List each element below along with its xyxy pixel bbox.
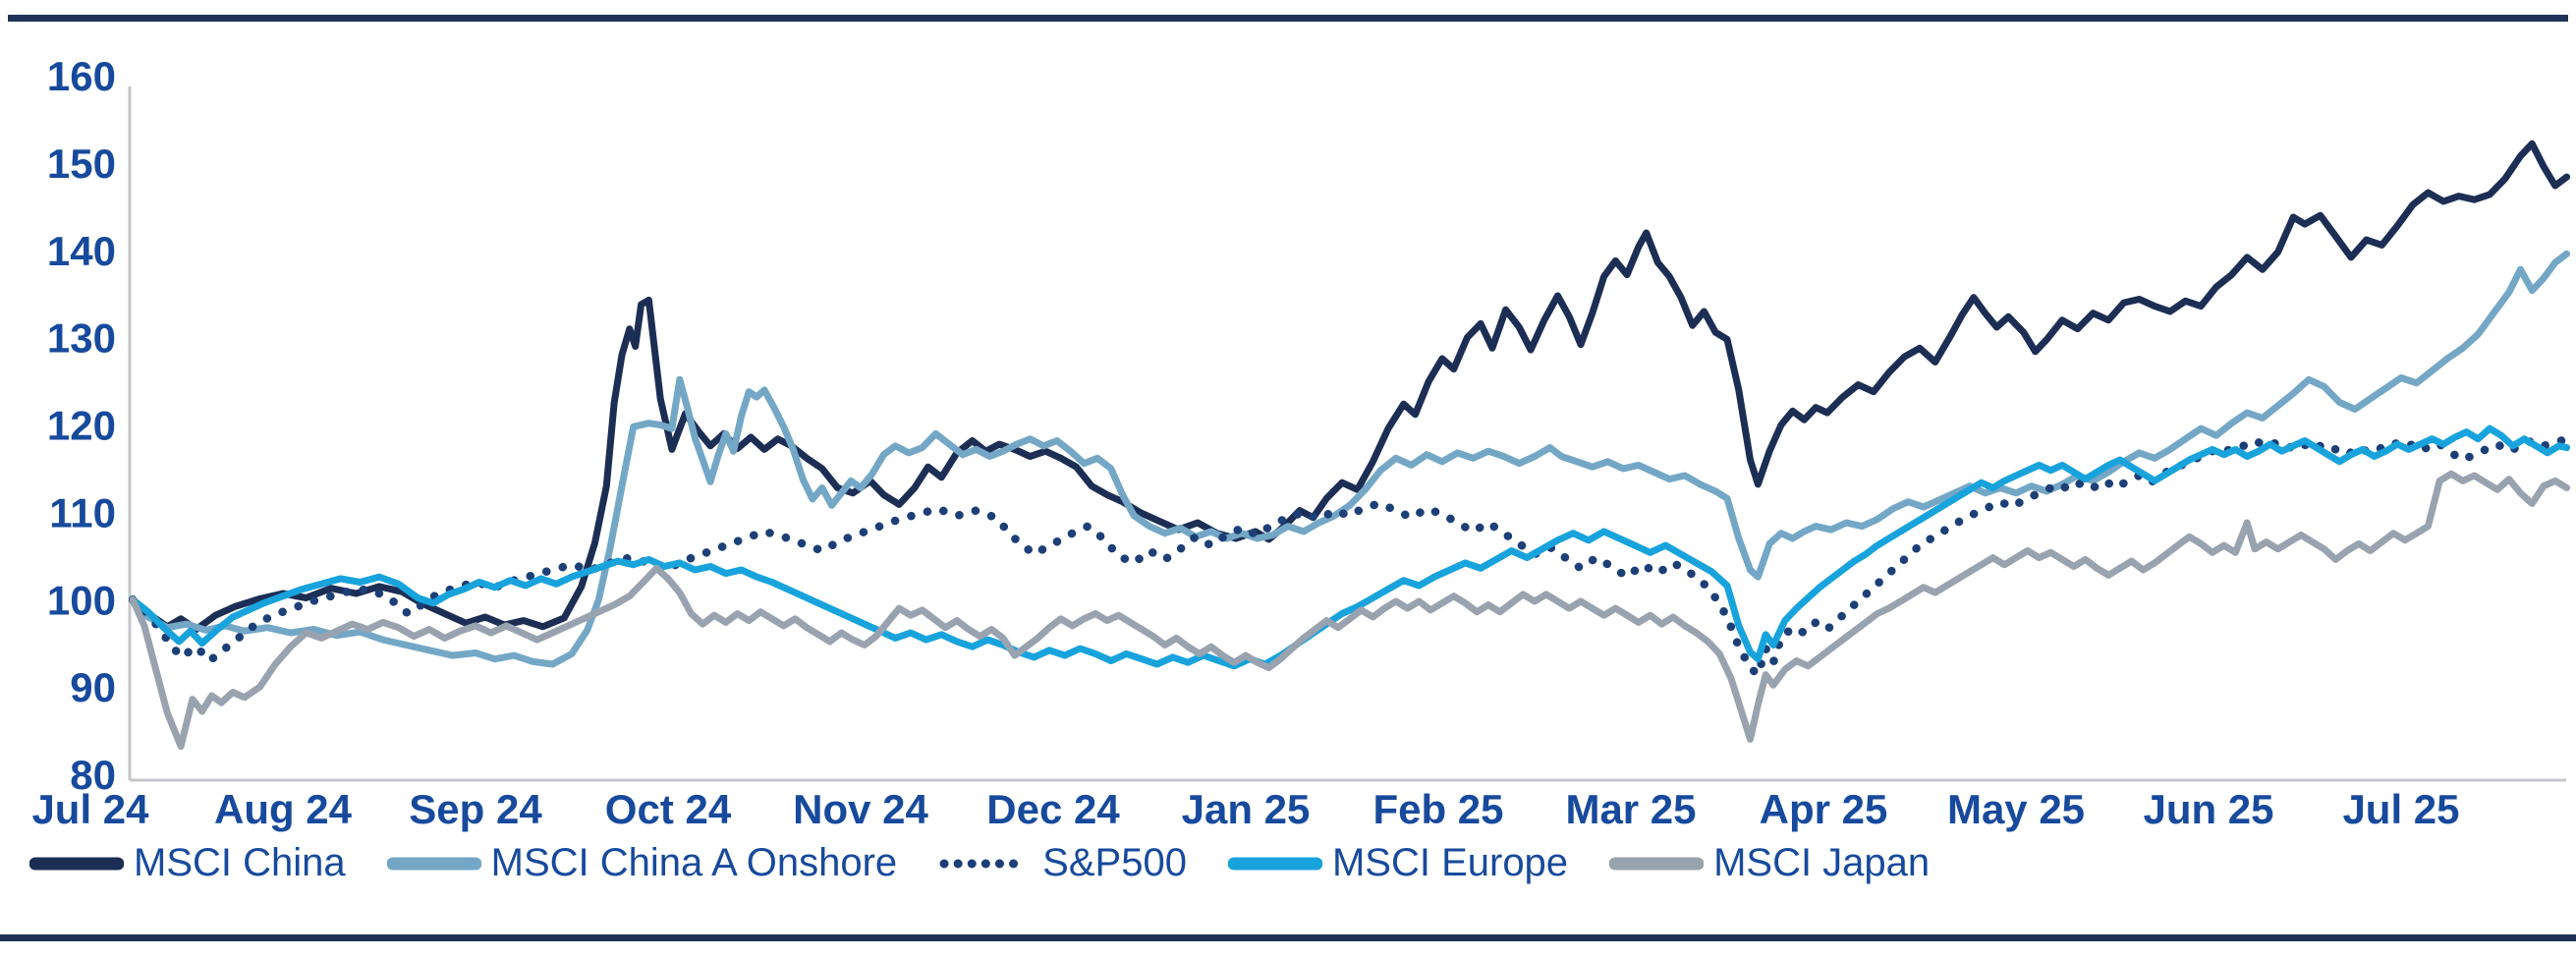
legend-swatch	[29, 857, 124, 870]
x-tick-label: Jul 24	[31, 786, 149, 832]
x-tick-label: Sep 24	[409, 786, 542, 832]
y-tick-label: 110	[49, 489, 116, 536]
legend-swatch	[939, 859, 1032, 868]
x-tick-label: Aug 24	[214, 786, 353, 832]
y-tick-label: 90	[70, 664, 116, 710]
legend-label: MSCI China A Onshore	[490, 841, 898, 884]
legend-item-s-p500: S&P500	[938, 841, 1187, 885]
x-tick-label: Jul 25	[2342, 786, 2459, 832]
series-line-msci-china-a-onshore	[129, 250, 2571, 668]
series-line-msci-japan	[129, 470, 2571, 751]
x-tick-label: Dec 24	[986, 786, 1120, 832]
series-line-msci-europe	[129, 424, 2571, 670]
y-tick-label: 100	[47, 577, 116, 623]
chart-legend: MSCI China MSCI China A Onshore S&P500 MSCI…	[29, 841, 1930, 885]
legend-label: MSCI Japan	[1713, 841, 1931, 884]
y-tick-label: 160	[47, 53, 116, 99]
x-tick-label: Jun 25	[2143, 786, 2273, 832]
series-line-s-p500	[128, 434, 2571, 679]
legend-item-msci-china-a-onshore: MSCI China A Onshore	[386, 841, 898, 885]
legend-item-msci-china: MSCI China	[29, 841, 346, 885]
x-tick-label: Jan 25	[1182, 786, 1311, 832]
top-divider-rule	[8, 15, 2568, 22]
x-tick-label: Mar 25	[1565, 786, 1696, 832]
legend-item-msci-europe: MSCI Europe	[1227, 841, 1569, 885]
legend-swatch	[1609, 857, 1705, 870]
y-tick-label: 150	[47, 141, 116, 187]
y-tick-label: 130	[47, 315, 116, 362]
legend-label: S&P500	[1042, 841, 1187, 884]
bottom-divider-rule	[0, 934, 2576, 941]
x-tick-label: May 25	[1947, 786, 2085, 832]
x-tick-label: Feb 25	[1372, 786, 1503, 832]
x-tick-label: Oct 24	[605, 786, 732, 832]
legend-swatch	[1227, 857, 1322, 870]
y-tick-label: 80	[70, 752, 116, 798]
legend-item-msci-japan: MSCI Japan	[1609, 841, 1930, 885]
legend-label: MSCI Europe	[1331, 841, 1569, 884]
legend-swatch	[386, 857, 481, 870]
y-tick-label: 120	[47, 403, 116, 449]
series-line-msci-china	[129, 140, 2571, 633]
x-tick-label: Nov 24	[793, 786, 928, 832]
y-tick-label: 140	[47, 228, 116, 274]
x-tick-label: Apr 25	[1760, 786, 1888, 832]
legend-label: MSCI China	[134, 841, 346, 884]
